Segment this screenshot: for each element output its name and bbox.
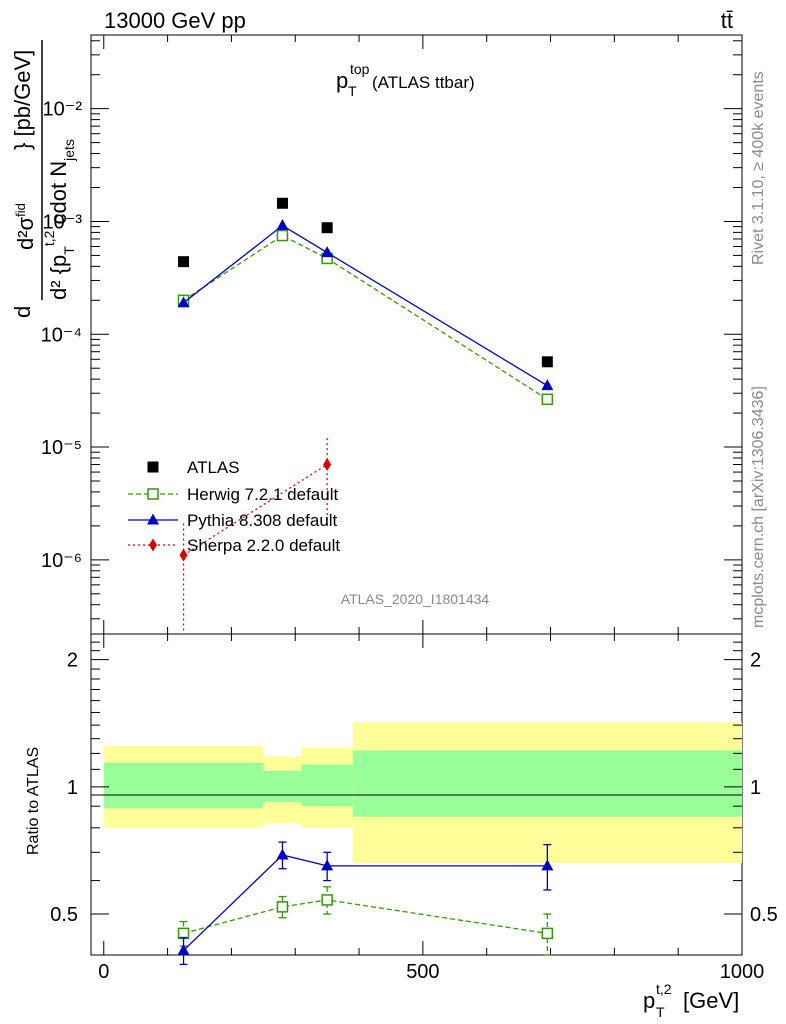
herwig-ratio-point xyxy=(321,894,333,906)
pythia-main-point xyxy=(321,246,334,258)
xlabel-sup: t,2 xyxy=(656,981,672,997)
ratio-series xyxy=(177,841,554,966)
legend-label: Sherpa 2.2.0 default xyxy=(187,536,340,555)
main-y-tick-label: 10⁻⁵ xyxy=(41,437,82,459)
sherpa-main-point xyxy=(323,458,332,472)
main-series xyxy=(177,197,554,634)
pythia-main-point xyxy=(276,219,289,231)
xlabel-p: p xyxy=(643,988,655,1013)
ratio-bands xyxy=(103,722,742,864)
legend-marker xyxy=(147,513,159,525)
pythia-ratio-line xyxy=(183,854,548,951)
plot-title: p top T (ATLAS ttbar) xyxy=(336,61,475,99)
xlabel-sub: T xyxy=(656,1004,665,1020)
pythia-ratio-point xyxy=(321,859,334,871)
pythia-main-point xyxy=(541,379,554,391)
ratio-y-tick-label-left: 1 xyxy=(67,777,78,799)
sherpa-main-point xyxy=(179,548,188,562)
legend-marker xyxy=(147,461,159,473)
ratio-band-inner xyxy=(263,771,302,803)
legend: ATLAS Herwig 7.2.1 default Pythia 8.308 de… xyxy=(128,458,340,555)
ratio-y-tick-label-left: 2 xyxy=(67,650,78,672)
pythia-main-point xyxy=(177,296,190,308)
legend-label: ATLAS xyxy=(187,458,240,477)
x-tick-label: 500 xyxy=(406,961,439,983)
main-ylabel-numerator: d xyxy=(10,306,35,318)
atlas-data-point xyxy=(276,197,288,209)
atlas-data-point xyxy=(321,222,333,234)
herwig-ratio-line xyxy=(183,899,548,935)
ratio-band-inner xyxy=(352,750,742,817)
main-ylabel-sigma: d²σfid xyxy=(13,203,38,250)
main-y-tick-label: 10⁻⁴ xyxy=(41,324,82,346)
pythia-ratio-point xyxy=(276,848,289,860)
legend-label: Pythia 8.308 default xyxy=(187,511,338,530)
herwig-ratio-point xyxy=(276,901,289,913)
plot-title-rest: (ATLAS ttbar) xyxy=(372,73,475,92)
x-axis-label: p T t,2 [GeV] xyxy=(643,981,739,1020)
pythia-ratio-point xyxy=(177,943,190,955)
pythia-ratio-point xyxy=(541,859,554,871)
header-left: 13000 GeV pp xyxy=(104,8,246,33)
ratio-band-inner xyxy=(103,762,264,809)
xlabel-unit: [GeV] xyxy=(683,988,739,1013)
rivet-label: Rivet 3.1.10, ≥ 400k events xyxy=(750,71,767,265)
main-y-tick-label: 10⁻³ xyxy=(43,211,83,233)
axis-ticks xyxy=(91,35,743,956)
x-tick-label: 1000 xyxy=(720,961,765,983)
mcplots-label: mcplots.cern.ch [arXiv:1306.3436] xyxy=(750,386,767,628)
main-ylabel-units: } [pb/GeV] xyxy=(10,50,35,150)
atlas-data-point xyxy=(541,356,553,368)
header-right: tt̄ xyxy=(721,8,733,33)
sherpa-main-line xyxy=(183,463,328,556)
ratio-band-inner xyxy=(301,764,353,807)
x-tick-label: 0 xyxy=(98,961,109,983)
ratio-y-tick-label-right: 0.5 xyxy=(750,904,778,926)
ratio-y-axis-label: Ratio to ATLAS xyxy=(25,747,42,855)
ratio-y-tick-label-right: 2 xyxy=(750,650,761,672)
herwig-main-line xyxy=(183,234,548,400)
main-y-tick-label: 10⁻⁶ xyxy=(41,550,82,572)
ratio-y-tick-label-left: 0.5 xyxy=(50,904,78,926)
ratio-y-tick-label-right: 1 xyxy=(750,777,761,799)
plot-title-main: p xyxy=(336,68,348,93)
legend-marker xyxy=(147,488,159,500)
herwig-main-point xyxy=(276,229,289,242)
plot-title-sub: T xyxy=(348,83,357,99)
axis-tick-labels: 0 500 1000 10⁻⁶ 10⁻⁵ 10⁻⁴ 10⁻³ 10⁻² 0.5 0.5 1 1 2 2 xyxy=(41,99,778,983)
pythia-main-line xyxy=(183,224,548,387)
main-y-axis-label: d d²σfid d² {pTt,2 cdot Njets } [pb/GeV] xyxy=(10,40,77,318)
herwig-main-point xyxy=(541,393,554,406)
legend-marker xyxy=(149,538,157,552)
herwig-ratio-point xyxy=(541,927,554,940)
plot-title-sup: top xyxy=(350,61,370,77)
analysis-watermark: ATLAS_2020_I1801434 xyxy=(341,591,490,607)
main-y-tick-label: 10⁻² xyxy=(43,99,83,121)
atlas-data-point xyxy=(178,256,190,268)
legend-label: Herwig 7.2.1 default xyxy=(187,485,338,504)
